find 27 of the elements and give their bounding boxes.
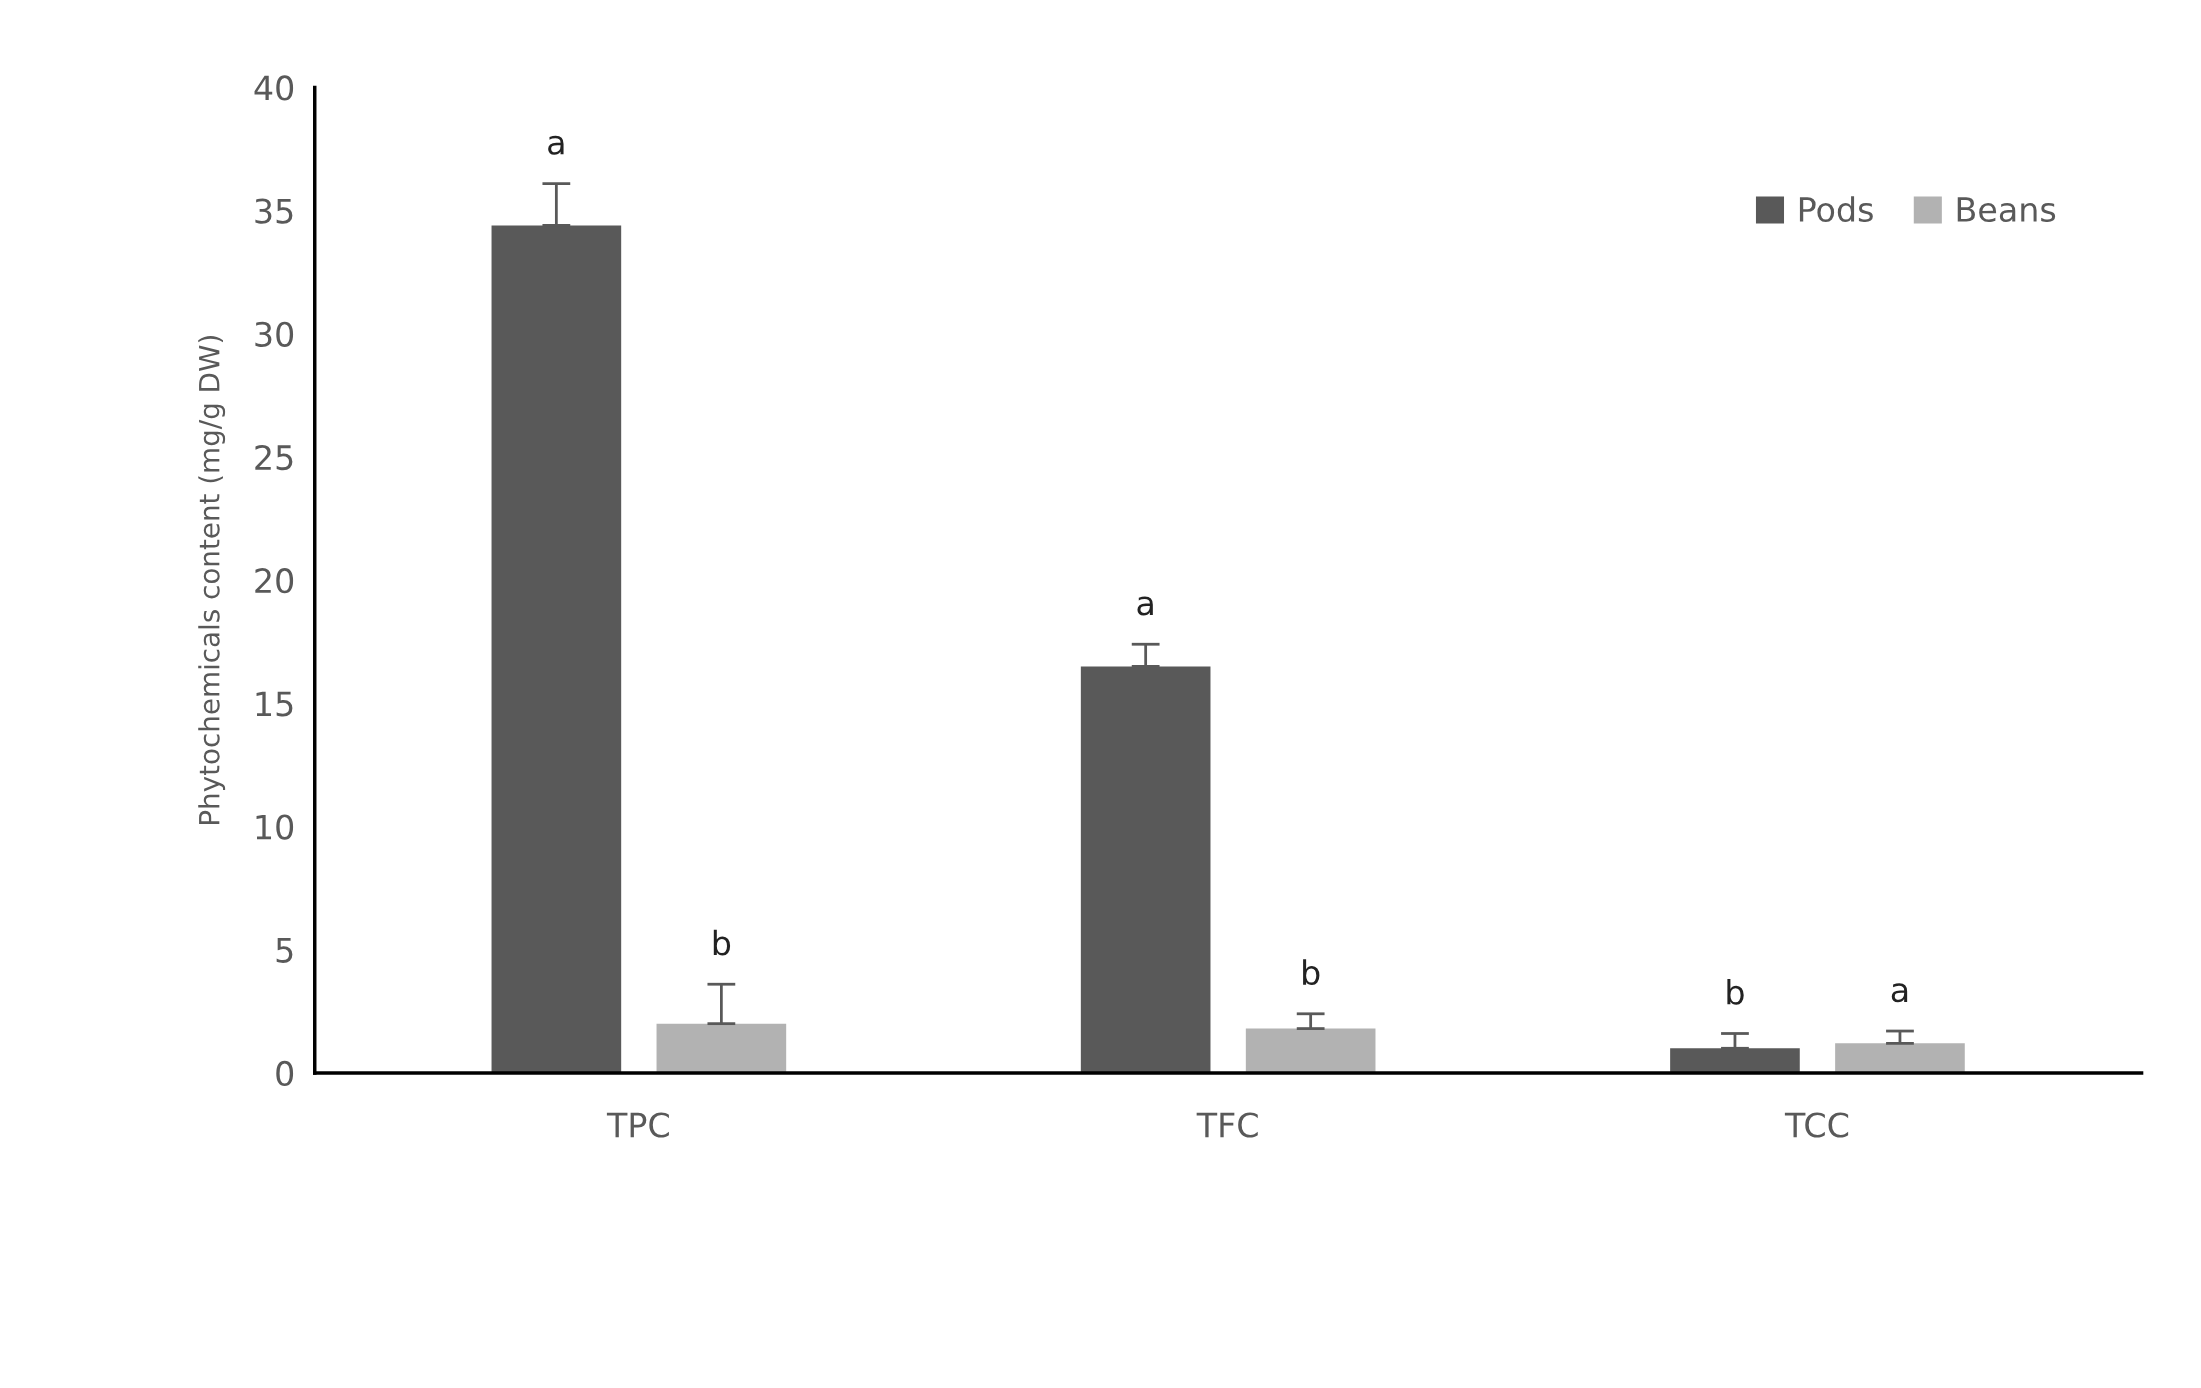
y-tick-label: 15 [256, 691, 293, 717]
y-axis-title: Phytochemicals content (mg/g DW) [198, 336, 226, 824]
y-tick-label: 10 [256, 814, 294, 840]
annotation: b [1727, 979, 1744, 1005]
bar [1245, 1028, 1376, 1073]
annotation: a [548, 135, 564, 155]
bar [1080, 666, 1211, 1073]
annotation: b [713, 929, 731, 956]
y-tick-label: 35 [255, 198, 293, 224]
legend-label: Pods [1799, 196, 1873, 223]
y-tick-label: 5 [276, 938, 293, 963]
annotation: a [1891, 983, 1908, 1003]
bar [491, 225, 622, 1073]
bar [1670, 1048, 1800, 1073]
annotation: b [1303, 959, 1320, 986]
y-tick-label: 25 [255, 444, 293, 471]
y-tick-label: 0 [276, 1060, 294, 1087]
x-tick-label: TCC [1784, 1112, 1849, 1138]
legend-label: Beans [1957, 197, 2056, 223]
y-tick-label: 20 [255, 568, 294, 594]
annotation: a [1137, 596, 1153, 616]
x-tick-label: TPC [606, 1112, 669, 1138]
y-tick-label: 40 [254, 75, 294, 101]
x-tick-label: TFC [1196, 1112, 1258, 1138]
bar [1835, 1043, 1965, 1073]
y-tick-label: 30 [255, 321, 294, 347]
bar [656, 1023, 787, 1073]
